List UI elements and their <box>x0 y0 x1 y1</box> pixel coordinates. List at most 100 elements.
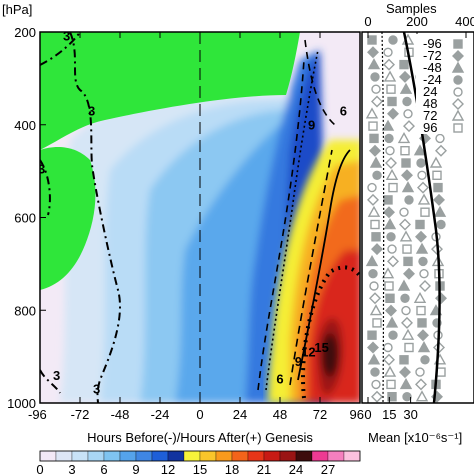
colorbar-cell <box>215 450 233 462</box>
contour-3-left <box>40 159 51 216</box>
profile-marker <box>435 133 445 144</box>
x-tick-label: -24 <box>151 407 170 422</box>
profile-marker <box>385 168 399 181</box>
profile-marker <box>415 367 425 377</box>
profile-marker <box>416 305 426 316</box>
profile-marker <box>383 206 395 219</box>
profile-marker <box>402 96 412 107</box>
profile-marker <box>367 193 379 206</box>
legend-label: -24 <box>423 72 442 87</box>
profile-marker <box>383 70 397 82</box>
colorbar-tick-label: 12 <box>161 462 175 475</box>
profile-marker <box>367 341 379 354</box>
profile-marker <box>399 377 413 390</box>
contour-3-bottom <box>40 369 61 394</box>
profile-marker <box>417 318 427 328</box>
profile-marker <box>397 279 411 291</box>
profile-frame <box>361 31 474 404</box>
profile-marker <box>367 205 381 217</box>
samples-axis-label: Samples <box>386 1 437 16</box>
mean-axis-label: Mean [x10⁻⁶s⁻¹] <box>368 430 462 445</box>
profile-marker <box>452 50 464 62</box>
contour-label: 3 <box>93 382 100 397</box>
profile-marker <box>385 316 399 328</box>
profile-marker <box>369 292 381 305</box>
colorbar-cell <box>279 450 297 462</box>
profile-marker <box>451 109 465 121</box>
legend-label: 72 <box>423 108 437 123</box>
contour-label: 6 <box>276 372 283 387</box>
profile-marker <box>401 328 415 340</box>
colorbar-ticks: 0 3 6 9 12 15 18 21 24 27 <box>36 462 335 475</box>
profile-marker <box>417 341 431 353</box>
colorbar-cell <box>199 450 217 462</box>
profile-marker <box>453 123 463 133</box>
contour-label: 9 <box>295 354 302 369</box>
profile-marker <box>387 107 399 120</box>
colorbar-cell <box>231 450 249 462</box>
green-region <box>40 32 300 290</box>
profile-marker <box>400 145 410 156</box>
colorbar: 0 3 6 9 12 15 18 21 24 27 <box>36 450 361 475</box>
y-tick-label: 200 <box>14 25 36 40</box>
colorbar-cell <box>87 450 105 462</box>
green-band-left <box>40 147 96 290</box>
profile-marker <box>413 291 427 303</box>
contour-9-dotted <box>265 49 319 391</box>
colorbar-cell <box>39 450 57 462</box>
profile-marker <box>403 120 415 133</box>
green-band-top <box>40 32 300 150</box>
samples-tick-label: 0 <box>364 14 371 29</box>
x-tick-label: 96 <box>350 407 364 422</box>
profile-marker <box>385 157 397 169</box>
contour-6-dashed <box>257 39 336 391</box>
profile-marker <box>420 355 430 365</box>
profile-marker <box>388 182 398 193</box>
profile-marker <box>367 182 377 193</box>
x-tick-label: 48 <box>273 407 287 422</box>
legend-label: 24 <box>423 84 437 99</box>
profile-marker <box>417 170 427 181</box>
mean-tick-label: 0 <box>364 407 371 422</box>
profile-marker <box>433 193 445 206</box>
profile-marker <box>436 219 446 230</box>
x-tick-label: 0 <box>196 407 203 422</box>
profile-marker <box>387 255 399 268</box>
x-tick-label: -72 <box>71 407 90 422</box>
profile-marker <box>368 269 378 279</box>
profile-marker <box>451 61 465 73</box>
colorbar-cell <box>295 450 313 462</box>
profile-marker <box>365 254 379 267</box>
samples-tick-label: 400 <box>455 14 474 29</box>
profile-marker <box>399 230 413 242</box>
profile-marker <box>399 355 409 365</box>
colorbar-tick-label: 0 <box>36 462 43 475</box>
profile-marker <box>418 256 428 267</box>
colorbar-cell <box>103 450 121 462</box>
contour-label: 3 <box>38 161 45 176</box>
profile-marker <box>385 293 395 303</box>
y-tick-label: 800 <box>14 303 36 318</box>
colorbar-cell <box>263 450 281 462</box>
contour-label: 9 <box>308 117 315 132</box>
profile-marker <box>370 367 380 377</box>
legend-label: 96 <box>423 120 437 135</box>
profile-marker <box>436 367 446 377</box>
contour-label: 3 <box>53 368 60 383</box>
profile-marker <box>415 219 425 230</box>
contour-label: 3 <box>63 28 70 43</box>
x-axis-label: Hours Before(-)/Hours After(+) Genesis <box>87 430 313 445</box>
profile-marker <box>383 353 395 366</box>
colorbar-tick-label: 15 <box>193 462 207 475</box>
mean-tick-label: 30 <box>403 407 417 422</box>
profile-marker <box>399 218 411 231</box>
profile-marker <box>370 219 380 230</box>
profile-marker <box>371 390 383 403</box>
profile-marker <box>453 39 463 49</box>
colorbar-cell <box>311 450 329 462</box>
contour-label: 6 <box>340 103 347 118</box>
profile-marker <box>369 156 383 168</box>
profile-marker <box>401 169 413 182</box>
